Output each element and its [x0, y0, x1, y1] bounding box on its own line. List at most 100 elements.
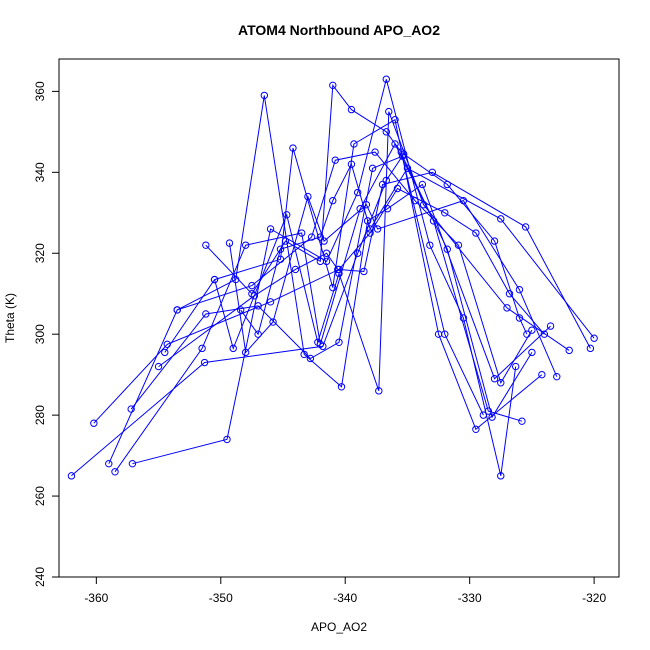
data-point: [505, 290, 514, 298]
data-point: [276, 255, 285, 264]
data-point: [518, 417, 526, 425]
data-point: [276, 245, 285, 253]
data-point: [363, 217, 372, 225]
data-point: [229, 344, 237, 353]
data-point: [329, 283, 337, 292]
y-tick-label: 340: [33, 162, 47, 182]
data-point: [497, 472, 505, 480]
series-line: [71, 153, 528, 477]
x-axis-label: APO_AO2: [311, 620, 367, 634]
data-point: [540, 330, 549, 338]
x-axis: -360 -350 -340 -330 -320: [84, 577, 606, 605]
data-point: [297, 229, 306, 237]
series-13: [154, 168, 595, 371]
data-point: [111, 468, 119, 476]
data-point: [331, 156, 339, 164]
data-point: [497, 379, 505, 387]
data-point: [316, 257, 325, 266]
data-point: [105, 459, 113, 468]
data-point: [490, 375, 499, 383]
y-tick-label: 240: [33, 567, 47, 587]
data-point: [300, 350, 308, 359]
data-point: [353, 188, 362, 197]
series-line: [176, 95, 551, 388]
data-point: [459, 314, 468, 322]
data-point: [250, 292, 259, 300]
series-5: [128, 75, 520, 480]
series-line: [130, 155, 533, 419]
data-point: [307, 233, 316, 241]
data-point: [553, 372, 561, 381]
data-point: [291, 265, 300, 274]
data-point: [329, 81, 337, 90]
data-point: [236, 306, 245, 314]
data-point: [382, 75, 390, 83]
y-tick-label: 360: [33, 81, 47, 101]
data-point: [316, 340, 325, 349]
data-point: [479, 411, 488, 419]
data-point: [472, 425, 480, 433]
series-line: [158, 171, 591, 368]
data-point: [360, 267, 368, 276]
data-point: [316, 233, 325, 241]
data-point: [347, 105, 356, 114]
data-point: [337, 383, 346, 391]
data-point: [441, 330, 449, 338]
data-point: [283, 211, 291, 219]
data-point: [546, 322, 555, 330]
data-point: [335, 269, 343, 278]
data-point: [403, 164, 412, 172]
data-point: [356, 205, 364, 213]
data-point: [329, 196, 337, 205]
y-axis-label: Theta (K): [3, 293, 17, 343]
series-line: [132, 79, 517, 476]
data-point: [590, 334, 598, 342]
data-point: [503, 304, 511, 312]
x-tick-label: -330: [458, 591, 482, 605]
data-point: [334, 265, 342, 274]
data-point: [210, 275, 219, 284]
data-point: [198, 344, 206, 353]
y-tick-label: 280: [33, 405, 47, 425]
x-tick-label: -320: [582, 591, 606, 605]
data-point: [565, 346, 573, 355]
data-point: [260, 91, 269, 100]
plot-frame: [58, 58, 620, 578]
data-point: [266, 298, 275, 306]
data-point: [173, 306, 181, 314]
series-line: [205, 83, 484, 416]
data-point: [322, 249, 331, 257]
x-tick-label: -360: [84, 591, 108, 605]
data-point: [335, 338, 343, 346]
data-point: [490, 237, 499, 245]
data-point: [319, 342, 327, 351]
data-point: [368, 164, 377, 172]
data-point: [127, 405, 135, 413]
data-point: [472, 229, 480, 237]
data-point: [586, 344, 595, 353]
data-point: [441, 209, 449, 217]
series-line: [240, 162, 595, 339]
data-point: [254, 302, 262, 310]
x-tick-label: -350: [209, 591, 233, 605]
data-point: [289, 144, 297, 152]
data-point: [512, 362, 520, 371]
series-6: [127, 152, 536, 421]
data-point: [382, 128, 390, 136]
data-point: [320, 237, 328, 245]
data-point: [241, 348, 250, 357]
data-point: [314, 338, 322, 346]
series-line: [108, 151, 533, 464]
data-point: [426, 241, 434, 249]
data-point: [241, 241, 250, 249]
data-point: [304, 192, 312, 201]
data-point: [281, 237, 290, 245]
chart-title: ATOM4 Northbound APO_AO2: [238, 22, 440, 38]
data-point: [378, 180, 387, 189]
data-point: [202, 241, 210, 249]
y-axis: 240 260 280 300 320 340 360: [33, 81, 59, 587]
data-point: [223, 435, 231, 444]
data-point: [497, 215, 505, 223]
data-point: [128, 459, 137, 468]
